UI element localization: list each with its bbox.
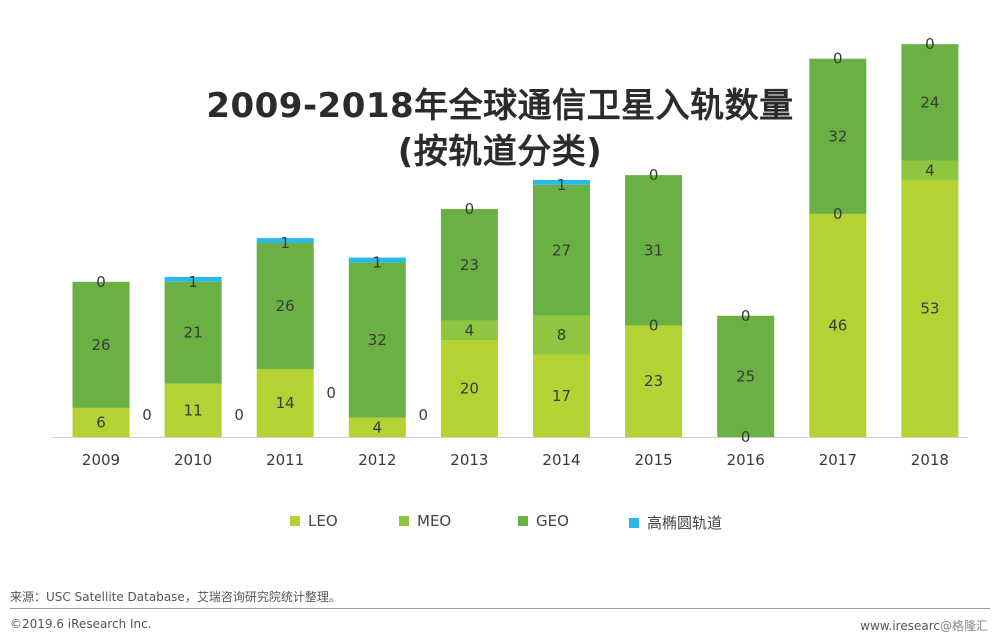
side-label-0: 0: [142, 406, 152, 424]
data-label-heo-2017: 0: [833, 50, 843, 68]
x-tick-label-2014: 2014: [542, 451, 580, 469]
source-note: 来源：USC Satellite Database，艾瑞咨询研究院统计整理。: [10, 590, 341, 604]
legend-swatch-geo: [518, 516, 528, 526]
bar-meo-2013: [440, 320, 498, 340]
bar-leo-2011: [256, 369, 314, 437]
x-tick-label-2012: 2012: [358, 451, 396, 469]
bar-meo-2018: [901, 160, 959, 180]
bar-leo-2009: [72, 407, 130, 437]
data-label-heo-2015: 0: [649, 166, 659, 184]
bar-geo-2015: [625, 175, 683, 326]
legend-swatch-leo: [290, 516, 300, 526]
data-label-heo-2016: 0: [741, 307, 751, 325]
bar-geo-2018: [901, 44, 959, 161]
bar-leo-2010: [164, 383, 222, 437]
legend-label-leo: LEO: [308, 512, 338, 530]
bar-geo-2012: [348, 262, 406, 418]
data-label-heo-2013: 0: [465, 200, 475, 218]
side-label-2: 0: [326, 384, 336, 402]
chart-title: 2009-2018年全球通信卫星入轨数量: [206, 86, 794, 126]
data-label-heo-2014: 1: [557, 176, 567, 194]
data-label-heo-2012: 1: [373, 253, 383, 271]
footer-divider: [10, 608, 990, 609]
bar-geo-2014: [533, 184, 590, 316]
data-label-geo-2018: 24: [920, 93, 939, 111]
data-label-geo-2010: 21: [184, 324, 203, 342]
legend-item-geo: GEO: [518, 512, 569, 530]
data-label-meo-2018: 4: [925, 161, 935, 179]
x-tick-label-2017: 2017: [819, 451, 857, 469]
x-tick-label-2016: 2016: [727, 451, 765, 469]
legend-item-leo: LEO: [290, 512, 338, 530]
data-label-heo-2009: 0: [96, 273, 106, 291]
legend-item-heo: 高椭圆轨道: [629, 512, 722, 533]
bar-meo-2014: [533, 315, 590, 355]
data-label-geo-2016: 25: [736, 367, 755, 385]
copyright: ©2019.6 iResearch Inc.: [10, 617, 152, 631]
side-label-3: 0: [419, 406, 429, 424]
data-label-geo-2015: 31: [644, 241, 663, 259]
data-label-geo-2009: 26: [91, 336, 110, 354]
data-label-geo-2012: 32: [368, 331, 387, 349]
bar-leo-2012: [348, 417, 406, 437]
website-text: www.iresearc: [860, 619, 940, 633]
data-label-leo-2012: 4: [373, 418, 383, 436]
data-label-heo-2018: 0: [925, 35, 935, 53]
legend-label-meo: MEO: [417, 512, 452, 530]
data-label-meo-2015: 0: [649, 316, 659, 334]
chart-legend: LEO MEO GEO 高椭圆轨道: [0, 512, 1000, 536]
x-tick-label-2010: 2010: [174, 451, 212, 469]
bar-leo-2015: [625, 325, 683, 437]
data-label-geo-2017: 32: [828, 127, 847, 145]
legend-label-heo: 高椭圆轨道: [647, 514, 723, 532]
bar-geo-2011: [256, 243, 314, 370]
data-label-heo-2010: 1: [188, 273, 198, 291]
legend-label-geo: GEO: [536, 512, 569, 530]
data-label-meo-2013: 4: [465, 321, 475, 339]
x-tick-label-2015: 2015: [635, 451, 673, 469]
footer-website: www.iresearc@格隆汇: [860, 617, 988, 634]
chart-subtitle: (按轨道分类): [397, 132, 603, 172]
data-label-leo-2013: 20: [460, 380, 479, 398]
data-label-leo-2016: 0: [741, 428, 751, 446]
data-label-leo-2018: 53: [920, 299, 939, 317]
side-label-1: 0: [234, 406, 244, 424]
data-label-leo-2014: 17: [552, 387, 571, 405]
legend-swatch-meo: [399, 516, 409, 526]
data-label-geo-2013: 23: [460, 256, 479, 274]
bar-heo-2012: [348, 257, 406, 263]
bar-leo-2018: [901, 179, 959, 437]
bar-geo-2010: [164, 281, 222, 384]
watermark-text: @格隆汇: [939, 619, 988, 633]
data-label-heo-2011: 1: [280, 234, 290, 252]
data-label-meo-2017: 0: [833, 205, 843, 223]
data-label-geo-2014: 27: [552, 241, 571, 259]
data-label-leo-2011: 14: [276, 394, 295, 412]
bar-heo-2011: [256, 238, 314, 243]
x-tick-label-2013: 2013: [450, 451, 488, 469]
bar-geo-2017: [809, 58, 867, 214]
x-tick-label-2009: 2009: [82, 451, 120, 469]
legend-swatch-heo: [629, 517, 639, 528]
bar-leo-2014: [533, 354, 590, 437]
data-label-leo-2009: 6: [96, 413, 106, 431]
bar-heo-2010: [164, 276, 222, 282]
data-label-leo-2010: 11: [184, 401, 203, 419]
x-tick-label-2018: 2018: [911, 451, 949, 469]
legend-item-meo: MEO: [399, 512, 451, 530]
bar-heo-2014: [533, 179, 590, 185]
data-label-meo-2014: 8: [557, 326, 567, 344]
bar-leo-2013: [440, 340, 498, 437]
data-label-leo-2017: 46: [828, 316, 847, 334]
data-label-leo-2015: 23: [644, 372, 663, 390]
data-label-geo-2011: 26: [276, 297, 295, 315]
bar-geo-2013: [440, 209, 498, 321]
x-tick-label-2011: 2011: [266, 451, 304, 469]
bar-geo-2016: [717, 315, 775, 437]
bar-leo-2017: [809, 213, 867, 437]
bar-geo-2009: [72, 281, 130, 408]
